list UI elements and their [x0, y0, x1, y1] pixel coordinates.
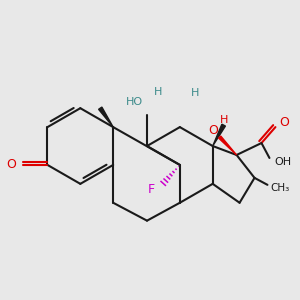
Text: HO: HO	[126, 97, 143, 107]
Text: O: O	[7, 158, 16, 171]
Polygon shape	[213, 124, 225, 146]
Polygon shape	[219, 136, 237, 155]
Text: H: H	[220, 115, 228, 125]
Text: H: H	[154, 87, 162, 97]
Text: O: O	[279, 116, 289, 129]
Text: CH₃: CH₃	[270, 183, 290, 193]
Text: F: F	[148, 183, 155, 196]
Text: H: H	[190, 88, 199, 98]
Text: O: O	[208, 124, 218, 136]
Polygon shape	[99, 107, 113, 127]
Text: OH: OH	[274, 157, 292, 167]
